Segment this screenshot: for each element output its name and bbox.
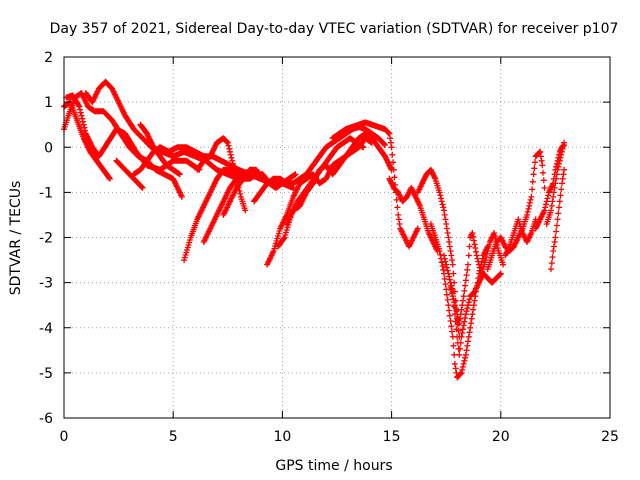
y-tick-label: -4 xyxy=(39,321,53,337)
x-tick-label: 0 xyxy=(60,429,69,445)
y-tick-label: 1 xyxy=(44,95,53,111)
data-point-markers xyxy=(441,252,504,358)
data-point-markers xyxy=(283,130,395,227)
series-arc-6 xyxy=(137,121,183,178)
x-tick-label: 20 xyxy=(492,429,510,445)
axis-ticks: 0 5 10 15 20 25 -6 -5 -4 -3 -2 -1 0 1 2 xyxy=(39,50,619,445)
series-arc-20 xyxy=(441,252,504,358)
y-tick-label: -5 xyxy=(39,366,53,382)
series-arc-26 xyxy=(548,166,568,273)
x-tick-label: 15 xyxy=(383,429,401,445)
series-arc-19 xyxy=(427,221,491,381)
y-tick-label: -6 xyxy=(39,411,53,427)
data-point-markers xyxy=(484,148,548,273)
data-point-markers xyxy=(447,230,506,327)
series-arc-15 xyxy=(283,130,395,227)
series-arc-11 xyxy=(220,166,266,218)
chart-title: Day 357 of 2021, Sidereal Day-to-day VTE… xyxy=(50,21,619,37)
data-point-markers xyxy=(543,139,568,227)
data-points xyxy=(61,78,568,381)
data-point-markers xyxy=(386,175,441,254)
data-point-markers xyxy=(130,144,297,191)
y-tick-label: -2 xyxy=(39,231,53,247)
data-point-markers xyxy=(63,92,203,173)
data-point-markers xyxy=(200,171,247,245)
series-arc-10 xyxy=(200,171,247,245)
y-tick-label: 0 xyxy=(44,140,53,156)
series-arc-7 xyxy=(130,144,297,191)
data-point-markers xyxy=(137,121,183,178)
series-arc-9 xyxy=(194,135,249,214)
y-tick-label: -3 xyxy=(39,276,53,292)
data-point-markers xyxy=(329,119,421,250)
y-tick-label: 2 xyxy=(44,50,53,66)
data-point-markers xyxy=(113,157,146,191)
y-axis-label: SDTVAR / TECUs xyxy=(8,181,24,296)
data-point-markers xyxy=(220,166,266,218)
x-tick-label: 5 xyxy=(169,429,178,445)
series-arc-22 xyxy=(484,148,548,273)
x-axis-label: GPS time / hours xyxy=(275,458,392,474)
data-point-markers xyxy=(194,135,249,214)
x-tick-label: 25 xyxy=(601,429,619,445)
data-point-markers xyxy=(427,221,491,381)
series-arc-3 xyxy=(63,92,203,173)
series-arc-25 xyxy=(543,139,568,227)
y-tick-label: -1 xyxy=(39,185,53,201)
series-arc-16 xyxy=(329,119,421,250)
series-arc-17 xyxy=(386,175,441,254)
series-arc-21 xyxy=(447,230,506,327)
series-arc-5 xyxy=(113,157,146,191)
data-point-markers xyxy=(548,166,568,273)
x-tick-label: 10 xyxy=(273,429,291,445)
